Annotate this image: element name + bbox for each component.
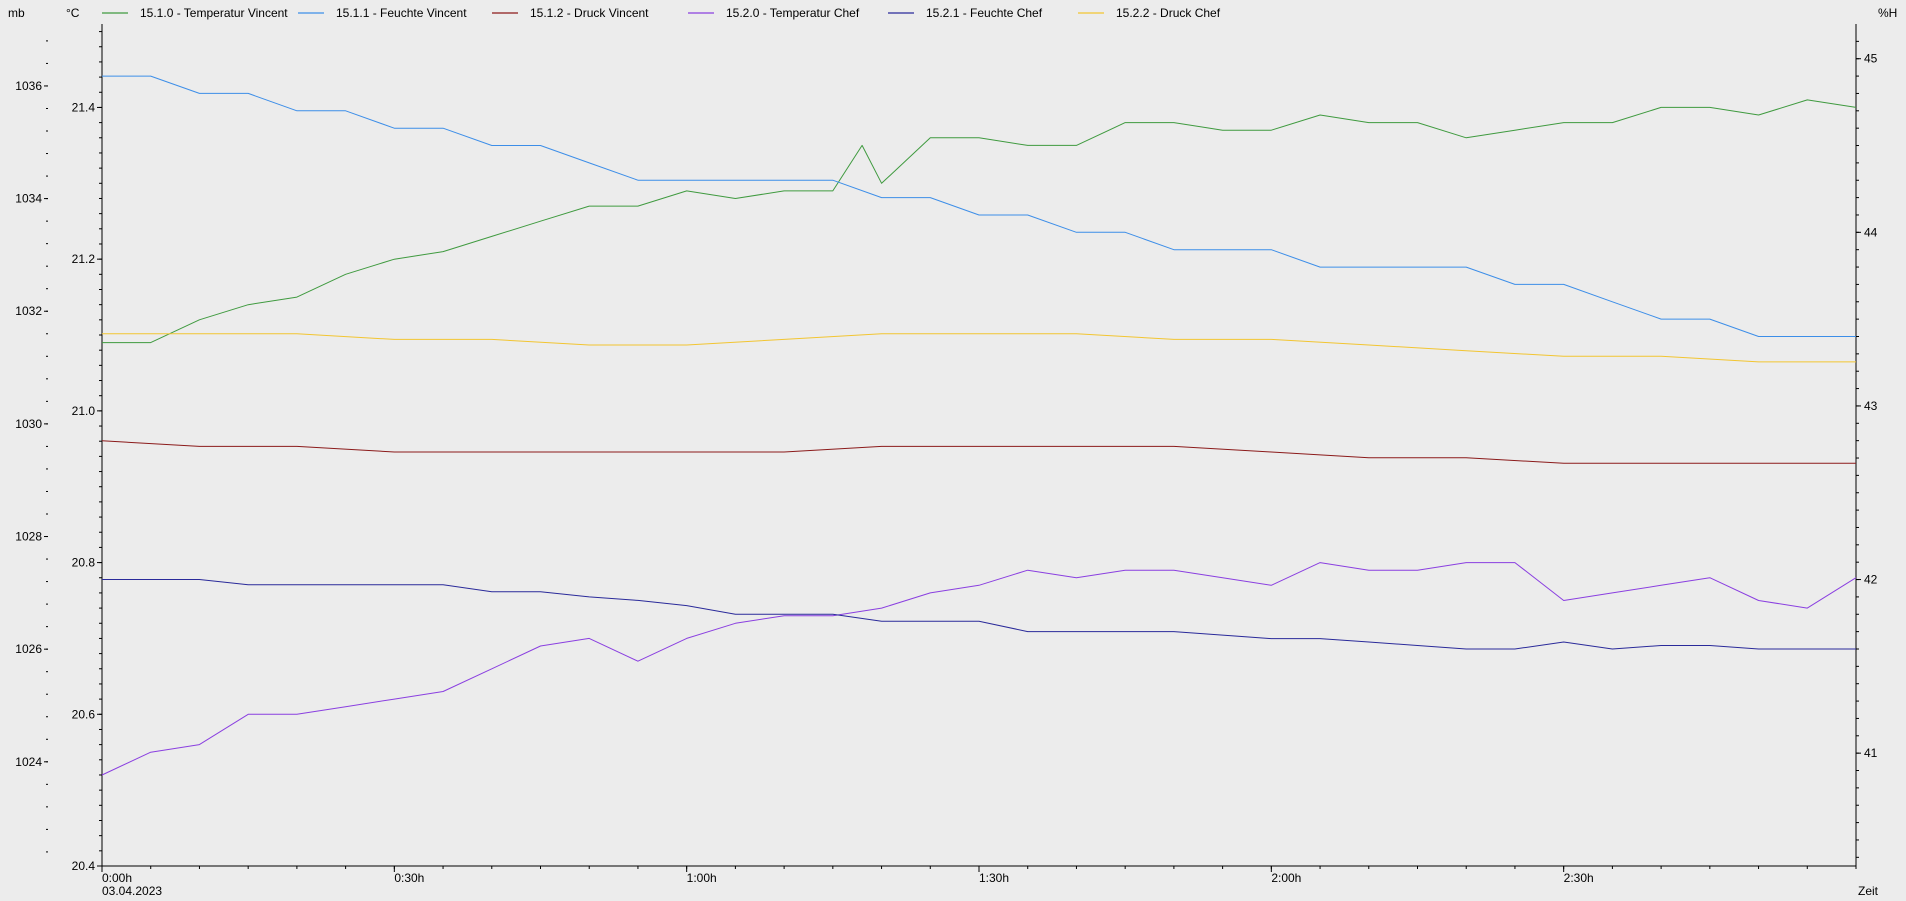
degc-tick-label: 21.4 bbox=[72, 100, 96, 114]
mb-axis-unit: mb bbox=[8, 6, 25, 20]
legend-label-5: 15.2.1 - Feuchte Chef bbox=[926, 6, 1043, 20]
hum-tick-label: 45 bbox=[1864, 52, 1878, 66]
hum-tick-label: 44 bbox=[1864, 225, 1878, 239]
degc-axis-unit: °C bbox=[66, 6, 80, 20]
time-axis-label: Zeit bbox=[1858, 884, 1879, 898]
legend-label-1: 15.1.0 - Temperatur Vincent bbox=[140, 6, 288, 20]
time-tick-label: 0:00h bbox=[102, 871, 132, 885]
mb-tick-label: 1024 bbox=[15, 755, 42, 769]
mb-tick-label: 1034 bbox=[15, 192, 42, 206]
degc-tick-label: 20.6 bbox=[72, 707, 96, 721]
legend-label-4: 15.2.0 - Temperatur Chef bbox=[726, 6, 860, 20]
time-tick-label: 2:30h bbox=[1564, 871, 1594, 885]
legend-label-2: 15.1.1 - Feuchte Vincent bbox=[336, 6, 467, 20]
time-tick-label: 1:00h bbox=[687, 871, 717, 885]
mb-tick-label: 1026 bbox=[15, 642, 42, 656]
degc-tick-label: 21.0 bbox=[72, 404, 96, 418]
series-lines bbox=[101, 75, 1857, 776]
axis-ticks: 1024 1026 1028 1030 1032 1034 1036 20.4 20.6 20.8… bbox=[15, 31, 1878, 885]
time-tick-label: 1:30h bbox=[979, 871, 1009, 885]
time-tick-label: 0:30h bbox=[394, 871, 424, 885]
hum-tick-label: 43 bbox=[1864, 399, 1878, 413]
date-label: 03.04.2023 bbox=[102, 884, 162, 898]
series-line-2 bbox=[102, 75, 1856, 337]
series-line-4 bbox=[101, 562, 1857, 776]
mb-tick-label: 1032 bbox=[15, 304, 42, 318]
legend-label-6: 15.2.2 - Druck Chef bbox=[1116, 6, 1221, 20]
series-line-6 bbox=[102, 333, 1856, 363]
series-line-5 bbox=[102, 579, 1856, 650]
hum-axis-unit: %H bbox=[1878, 6, 1897, 20]
mb-tick-label: 1036 bbox=[15, 79, 42, 93]
legend-label-3: 15.1.2 - Druck Vincent bbox=[530, 6, 649, 20]
degc-tick-label: 20.8 bbox=[72, 556, 96, 570]
chart-legend: 15.1.0 - Temperatur Vincent 15.1.1 - Feuc… bbox=[102, 6, 1221, 20]
series-line-3 bbox=[101, 440, 1856, 464]
hum-tick-label: 41 bbox=[1864, 746, 1878, 760]
mb-tick-label: 1030 bbox=[15, 417, 42, 431]
degc-tick-label: 21.2 bbox=[72, 252, 96, 266]
mb-tick-label: 1028 bbox=[15, 530, 42, 544]
hum-tick-label: 42 bbox=[1864, 573, 1878, 587]
series-line-1 bbox=[102, 99, 1857, 344]
time-tick-label: 2:00h bbox=[1271, 871, 1301, 885]
degc-tick-label: 20.4 bbox=[72, 859, 96, 873]
